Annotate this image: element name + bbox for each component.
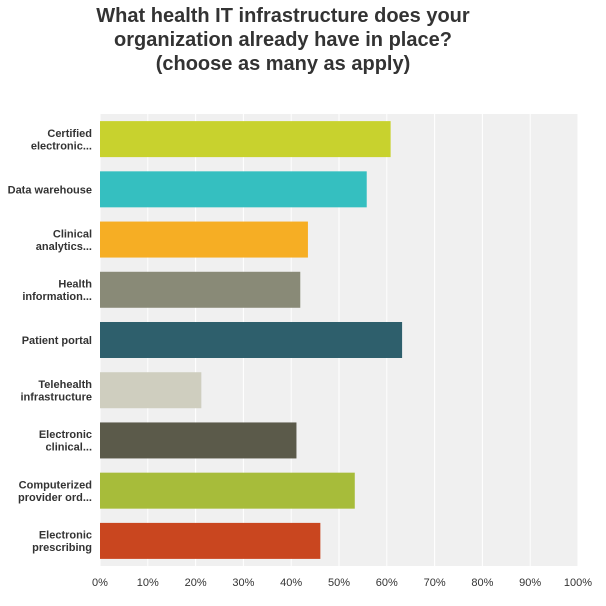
x-tick-label: 70% — [424, 577, 446, 589]
x-tick-label: 80% — [471, 577, 493, 589]
bar-4 — [100, 322, 403, 358]
x-tick-label: 30% — [232, 577, 254, 589]
category-label: electronic... — [31, 140, 92, 152]
bar-3 — [100, 271, 301, 308]
bar-0 — [100, 121, 391, 158]
x-tick-label: 20% — [185, 577, 207, 589]
x-tick-label: 0% — [92, 577, 108, 589]
chart-title-line-1: What health IT infrastructure does your — [96, 5, 470, 27]
chart-title-line-2: organization already have in place? — [114, 29, 452, 51]
bar-6 — [100, 422, 297, 459]
bar-2 — [100, 221, 308, 258]
x-tick-label: 100% — [564, 577, 592, 589]
chart-title-line-3: (choose as many as apply) — [155, 53, 411, 75]
x-tick-label: 10% — [137, 577, 159, 589]
x-tick-label: 60% — [376, 577, 398, 589]
bar-5 — [100, 372, 202, 409]
chart-title: What health IT infrastructure does your … — [0, 4, 566, 76]
category-label: Electronic — [39, 530, 92, 542]
category-label: Computerized — [19, 479, 92, 491]
bar-1 — [100, 171, 367, 208]
bar-8 — [100, 522, 321, 559]
x-tick-label: 50% — [328, 577, 350, 589]
category-label: Clinical — [53, 228, 92, 240]
category-label: analytics... — [36, 241, 92, 253]
category-label: Certified — [47, 128, 92, 140]
category-label: infrastructure — [20, 391, 92, 403]
category-label: provider ord... — [18, 492, 92, 504]
bar-7 — [100, 472, 355, 509]
category-label: information... — [22, 291, 92, 303]
x-tick-label: 40% — [280, 577, 302, 589]
category-label: prescribing — [32, 542, 92, 554]
category-label: Health — [58, 279, 92, 291]
category-label: Electronic — [39, 429, 92, 441]
category-label: Data warehouse — [8, 184, 92, 196]
x-tick-label: 90% — [519, 577, 541, 589]
category-label: Telehealth — [38, 379, 92, 391]
category-label: clinical... — [46, 442, 92, 454]
category-label: Patient portal — [22, 335, 92, 347]
